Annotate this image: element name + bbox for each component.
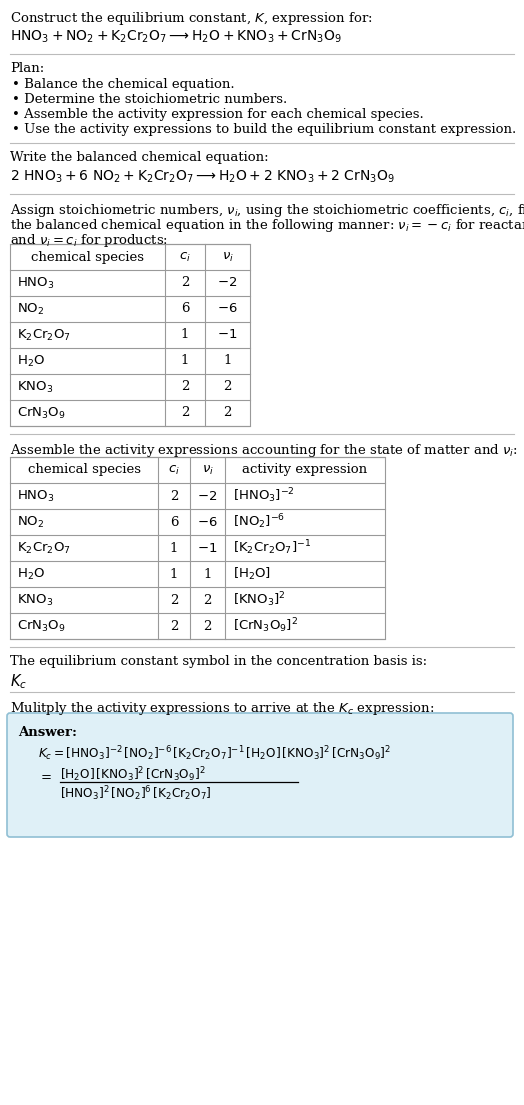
Text: Plan:: Plan: xyxy=(10,62,44,75)
Text: 6: 6 xyxy=(181,303,189,316)
Text: $\mathrm{HNO_3 + NO_2 + K_2Cr_2O_7 \longrightarrow H_2O + KNO_3 + CrN_3O_9}$: $\mathrm{HNO_3 + NO_2 + K_2Cr_2O_7 \long… xyxy=(10,29,342,45)
Text: 6: 6 xyxy=(170,516,178,528)
Text: and $\nu_i = c_i$ for products:: and $\nu_i = c_i$ for products: xyxy=(10,232,168,249)
Text: 2: 2 xyxy=(170,593,178,607)
FancyBboxPatch shape xyxy=(7,713,513,836)
Text: $-6$: $-6$ xyxy=(217,303,238,316)
Text: $\mathrm{KNO_3}$: $\mathrm{KNO_3}$ xyxy=(17,379,53,394)
Text: $-2$: $-2$ xyxy=(217,276,237,290)
Text: Write the balanced chemical equation:: Write the balanced chemical equation: xyxy=(10,151,269,164)
Text: Construct the equilibrium constant, $K$, expression for:: Construct the equilibrium constant, $K$,… xyxy=(10,10,373,27)
Text: $\mathrm{NO_2}$: $\mathrm{NO_2}$ xyxy=(17,515,45,529)
Bar xyxy=(10,244,250,427)
Text: 2: 2 xyxy=(223,380,232,393)
Text: $\mathrm{CrN_3O_9}$: $\mathrm{CrN_3O_9}$ xyxy=(17,619,66,633)
Text: chemical species: chemical species xyxy=(27,463,140,476)
Text: The equilibrium constant symbol in the concentration basis is:: The equilibrium constant symbol in the c… xyxy=(10,655,427,669)
Text: $\mathrm{CrN_3O_9}$: $\mathrm{CrN_3O_9}$ xyxy=(17,406,66,421)
Text: • Assemble the activity expression for each chemical species.: • Assemble the activity expression for e… xyxy=(12,108,424,122)
Text: $\nu_i$: $\nu_i$ xyxy=(202,463,213,476)
Text: $-6$: $-6$ xyxy=(197,516,218,528)
Text: 1: 1 xyxy=(181,355,189,368)
Text: $[\mathrm{HNO_3}]^{-2}$: $[\mathrm{HNO_3}]^{-2}$ xyxy=(233,486,295,505)
Text: 2: 2 xyxy=(170,620,178,632)
Text: $-2$: $-2$ xyxy=(198,490,217,503)
Text: 2: 2 xyxy=(203,593,212,607)
Text: $[\mathrm{HNO_3}]^2\, [\mathrm{NO_2}]^6\, [\mathrm{K_2Cr_2O_7}]$: $[\mathrm{HNO_3}]^2\, [\mathrm{NO_2}]^6\… xyxy=(60,785,212,802)
Text: $[\mathrm{NO_2}]^{-6}$: $[\mathrm{NO_2}]^{-6}$ xyxy=(233,513,285,532)
Text: 1: 1 xyxy=(223,355,232,368)
Text: $[\mathrm{H_2O}]\, [\mathrm{KNO_3}]^2\, [\mathrm{CrN_3O_9}]^2$: $[\mathrm{H_2O}]\, [\mathrm{KNO_3}]^2\, … xyxy=(60,765,205,783)
Bar xyxy=(10,457,385,639)
Text: Mulitply the activity expressions to arrive at the $K_c$ expression:: Mulitply the activity expressions to arr… xyxy=(10,699,434,717)
Text: $-1$: $-1$ xyxy=(217,328,238,341)
Text: $\nu_i$: $\nu_i$ xyxy=(222,251,234,264)
Text: 2: 2 xyxy=(203,620,212,632)
Text: $\mathrm{HNO_3}$: $\mathrm{HNO_3}$ xyxy=(17,488,54,504)
Text: Answer:: Answer: xyxy=(18,726,77,739)
Text: $\mathrm{H_2O}$: $\mathrm{H_2O}$ xyxy=(17,354,45,369)
Text: 2: 2 xyxy=(170,490,178,503)
Text: $\mathrm{K_2Cr_2O_7}$: $\mathrm{K_2Cr_2O_7}$ xyxy=(17,327,71,343)
Text: • Determine the stoichiometric numbers.: • Determine the stoichiometric numbers. xyxy=(12,93,287,106)
Text: $\mathrm{K_2Cr_2O_7}$: $\mathrm{K_2Cr_2O_7}$ xyxy=(17,540,71,556)
Text: 1: 1 xyxy=(170,541,178,555)
Text: 2: 2 xyxy=(181,407,189,420)
Text: $\mathrm{HNO_3}$: $\mathrm{HNO_3}$ xyxy=(17,275,54,291)
Text: $c_i$: $c_i$ xyxy=(179,251,191,264)
Text: $c_i$: $c_i$ xyxy=(168,463,180,476)
Text: Assign stoichiometric numbers, $\nu_i$, using the stoichiometric coefficients, $: Assign stoichiometric numbers, $\nu_i$, … xyxy=(10,202,524,219)
Text: $\mathrm{2\ HNO_3 + 6\ NO_2 + K_2Cr_2O_7 \longrightarrow H_2O + 2\ KNO_3 + 2\ Cr: $\mathrm{2\ HNO_3 + 6\ NO_2 + K_2Cr_2O_7… xyxy=(10,169,395,186)
Text: Assemble the activity expressions accounting for the state of matter and $\nu_i$: Assemble the activity expressions accoun… xyxy=(10,442,518,459)
Text: activity expression: activity expression xyxy=(243,463,367,476)
Text: $\mathrm{KNO_3}$: $\mathrm{KNO_3}$ xyxy=(17,592,53,608)
Text: $\mathrm{H_2O}$: $\mathrm{H_2O}$ xyxy=(17,567,45,581)
Text: • Balance the chemical equation.: • Balance the chemical equation. xyxy=(12,78,235,91)
Text: chemical species: chemical species xyxy=(31,251,144,263)
Text: the balanced chemical equation in the following manner: $\nu_i = -c_i$ for react: the balanced chemical equation in the fo… xyxy=(10,217,524,234)
Text: $-1$: $-1$ xyxy=(198,541,217,555)
Text: 2: 2 xyxy=(181,276,189,290)
Text: $\mathrm{NO_2}$: $\mathrm{NO_2}$ xyxy=(17,302,45,316)
Text: $K_c$: $K_c$ xyxy=(10,672,27,691)
Text: $[\mathrm{KNO_3}]^2$: $[\mathrm{KNO_3}]^2$ xyxy=(233,591,286,609)
Text: 1: 1 xyxy=(170,568,178,580)
Text: 1: 1 xyxy=(181,328,189,341)
Text: $[\mathrm{CrN_3O_9}]^2$: $[\mathrm{CrN_3O_9}]^2$ xyxy=(233,617,298,635)
Text: 1: 1 xyxy=(203,568,212,580)
Text: • Use the activity expressions to build the equilibrium constant expression.: • Use the activity expressions to build … xyxy=(12,123,516,136)
Text: $[\mathrm{K_2Cr_2O_7}]^{-1}$: $[\mathrm{K_2Cr_2O_7}]^{-1}$ xyxy=(233,538,311,557)
Text: 2: 2 xyxy=(223,407,232,420)
Text: $[\mathrm{H_2O}]$: $[\mathrm{H_2O}]$ xyxy=(233,566,271,582)
Text: $K_c = [\mathrm{HNO_3}]^{-2}\, [\mathrm{NO_2}]^{-6}\, [\mathrm{K_2Cr_2O_7}]^{-1}: $K_c = [\mathrm{HNO_3}]^{-2}\, [\mathrm{… xyxy=(38,744,391,762)
Text: $=$: $=$ xyxy=(38,769,52,782)
Text: 2: 2 xyxy=(181,380,189,393)
